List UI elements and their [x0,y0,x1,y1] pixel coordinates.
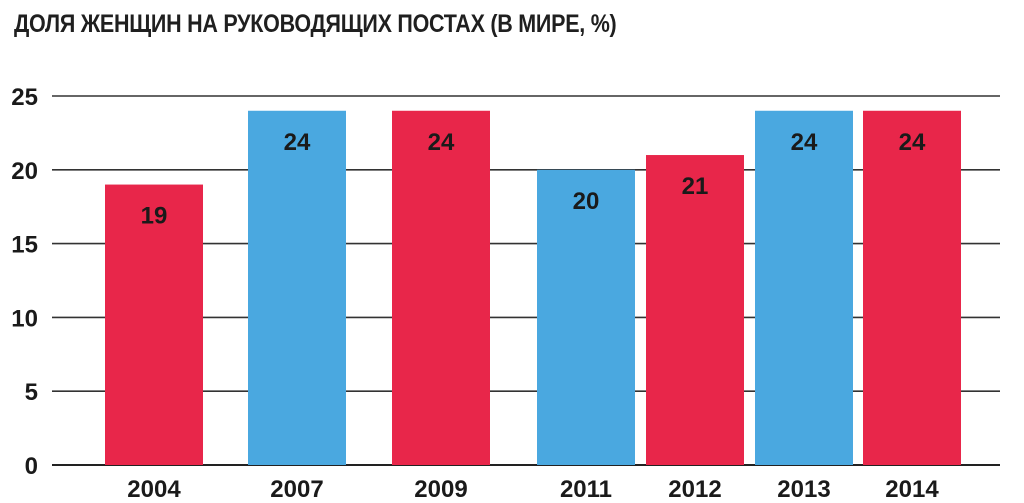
bar-2014 [863,110,961,465]
data-label: 21 [682,173,709,200]
grid-lines [52,95,1000,466]
data-label: 20 [573,188,600,215]
x-tick-label: 2009 [414,476,467,503]
y-axis-ticks: 0 5 10 15 20 25 [11,84,38,480]
y-tick-label: 0 [25,453,38,480]
y-tick-label: 20 [11,158,38,185]
x-tick-label: 2013 [777,476,830,503]
bar-2004 [105,184,203,465]
x-tick-label: 2004 [127,476,181,503]
x-tick-label: 2014 [885,476,939,503]
chart-title: ДОЛЯ ЖЕНЩИН НА РУКОВОДЯЩИХ ПОСТАХ (В МИР… [14,10,617,38]
y-tick-label: 5 [25,379,38,406]
y-tick-label: 10 [11,305,38,332]
x-axis-ticks: 2004 2007 2009 2011 2012 2013 2014 [127,476,939,503]
data-labels: 19 24 24 20 21 24 24 [141,129,926,230]
y-tick-label: 25 [11,84,38,111]
data-label: 24 [899,129,926,156]
data-label: 24 [428,129,455,156]
bar-2012 [646,155,744,466]
x-tick-label: 2011 [560,476,612,503]
x-tick-label: 2012 [668,476,721,503]
data-label: 24 [284,129,311,156]
x-tick-label: 2007 [270,476,323,503]
bar-2013 [755,110,853,465]
data-label: 19 [141,203,168,230]
bars [105,110,961,466]
bar-2009 [392,110,490,465]
data-label: 24 [791,129,818,156]
y-tick-label: 15 [11,232,38,259]
bar-2011 [537,169,635,466]
bar-2007 [248,110,346,465]
